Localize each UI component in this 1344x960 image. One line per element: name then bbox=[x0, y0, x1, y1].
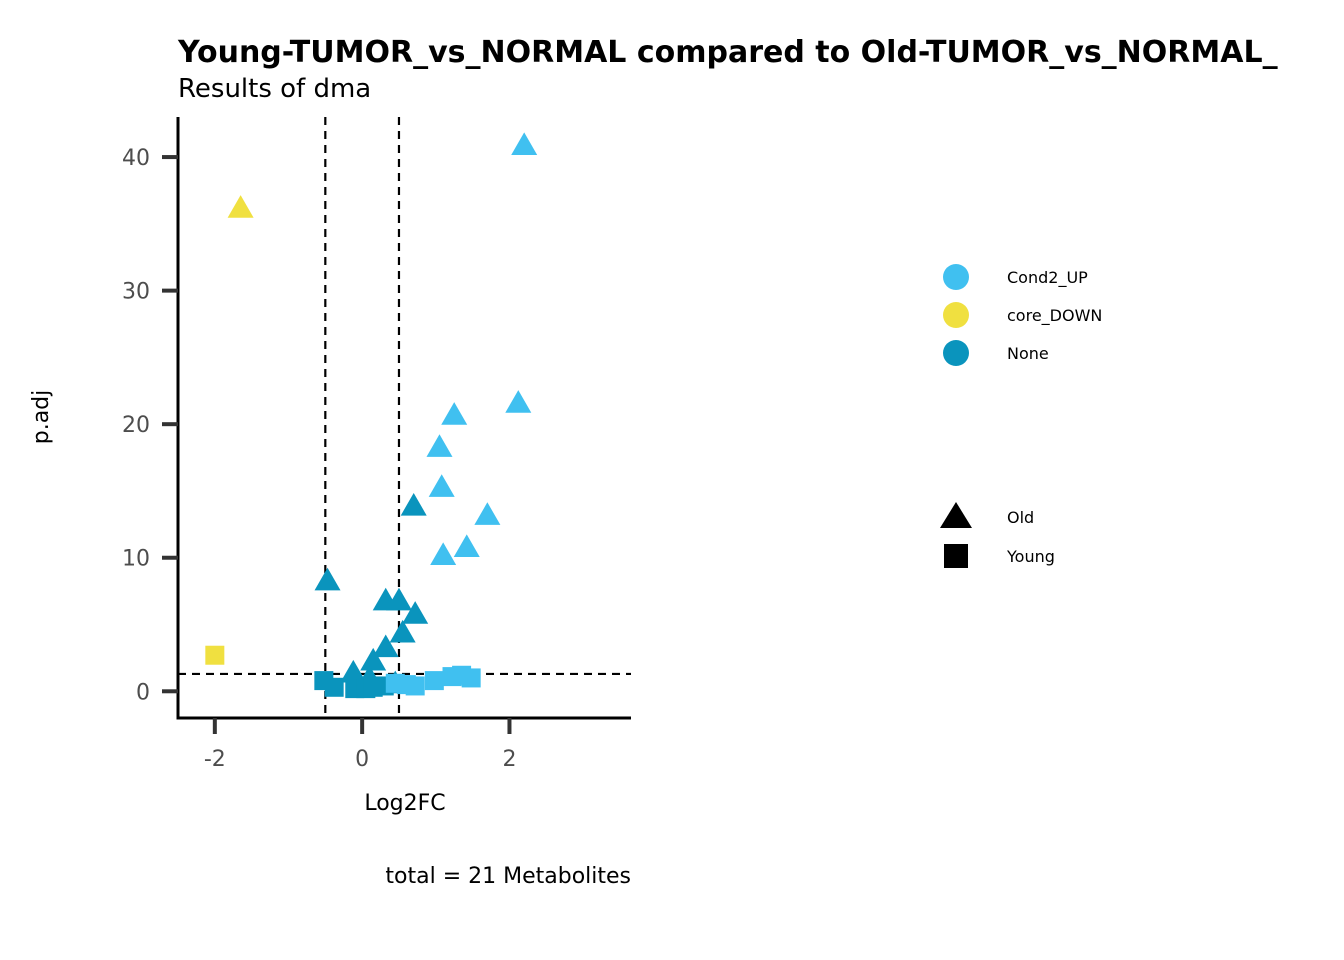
x-tick-label-0: 0 bbox=[355, 747, 369, 772]
legend-key-old bbox=[940, 502, 972, 528]
data-point-old-6 bbox=[400, 492, 427, 516]
legend-label-none: None bbox=[1007, 344, 1049, 363]
axes: 0 10 20 30 40 -2 0 2 bbox=[122, 117, 631, 772]
y-tick-label-20: 20 bbox=[122, 413, 150, 438]
y-tick-label-30: 30 bbox=[122, 280, 150, 305]
legend-key-cond2-up bbox=[943, 264, 969, 290]
data-point-old-9 bbox=[430, 542, 457, 565]
plot-area bbox=[178, 117, 631, 718]
y-axis-title: p.adj bbox=[29, 390, 54, 445]
data-point-old-2 bbox=[505, 390, 532, 413]
legend-label-core-down: core_DOWN bbox=[1007, 306, 1102, 326]
data-point-old-8 bbox=[453, 534, 480, 557]
data-point-old-1 bbox=[227, 195, 254, 218]
data-point-old-5 bbox=[428, 474, 455, 497]
data-point-young-23 bbox=[324, 677, 344, 697]
data-point-young-34 bbox=[461, 668, 481, 688]
y-tick-label-40: 40 bbox=[122, 146, 150, 171]
legend-key-young bbox=[944, 544, 968, 568]
x-axis-title: Log2FC bbox=[364, 791, 445, 816]
legend-label-old: Old bbox=[1007, 508, 1034, 527]
caption: total = 21 Metabolites bbox=[385, 864, 631, 889]
x-tick-label-2: 2 bbox=[502, 747, 516, 772]
legend-label-cond2-up: Cond2_UP bbox=[1007, 268, 1088, 288]
data-point-old-4 bbox=[426, 434, 453, 457]
y-tick-label-10: 10 bbox=[122, 547, 150, 572]
legend-key-core-down bbox=[943, 302, 969, 328]
chart-subtitle: Results of dma bbox=[178, 74, 371, 104]
legend-key-none bbox=[943, 340, 969, 366]
data-point-old-7 bbox=[474, 502, 501, 525]
data-point-old-13 bbox=[402, 601, 429, 624]
data-point-old-3 bbox=[441, 402, 468, 425]
legend: Cond2_UP core_DOWN None Old Young bbox=[940, 264, 1102, 568]
data-point-old-15 bbox=[372, 634, 399, 658]
data-point-old-10 bbox=[314, 567, 341, 591]
data-point-young-30 bbox=[405, 676, 425, 696]
data-point-young-21 bbox=[205, 645, 225, 665]
y-tick-label-0: 0 bbox=[136, 680, 150, 705]
chart-title: Young-TUMOR_vs_NORMAL compared to Old-TU… bbox=[177, 35, 1278, 70]
data-point-old-0 bbox=[511, 132, 538, 155]
data-point-old-12 bbox=[385, 587, 412, 611]
x-tick-label--2: -2 bbox=[204, 747, 226, 772]
data-point-young-31 bbox=[424, 671, 444, 691]
data-point-old-16 bbox=[360, 647, 387, 671]
data-point-old-14 bbox=[389, 619, 416, 643]
legend-label-young: Young bbox=[1006, 547, 1055, 566]
